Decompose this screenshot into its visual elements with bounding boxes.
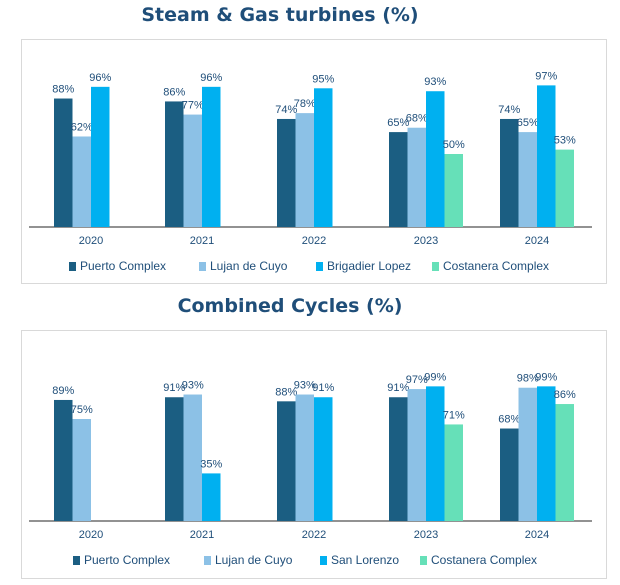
data-label-costanera-complex-2024: 53% — [554, 135, 576, 147]
x-tick-label-2021: 2021 — [190, 235, 214, 247]
x-tick-label-2024: 2024 — [525, 529, 549, 541]
data-label-puerto-complex-2023: 65% — [387, 117, 409, 129]
legend-swatch-costanera-complex — [432, 262, 439, 271]
bar-costanera-complex-2024 — [555, 149, 574, 227]
data-label-puerto-complex-2021: 86% — [163, 86, 185, 98]
legend-swatch-brigadier-lopez — [316, 262, 323, 271]
bar-lujan-de-cuyo-2020 — [72, 136, 91, 227]
data-label-puerto-complex-2020: 88% — [52, 84, 74, 96]
legend-label-puerto-complex: Puerto Complex — [80, 259, 166, 273]
data-label-puerto-complex-2021: 91% — [163, 382, 185, 394]
legend-label-costanera-complex: Costanera Complex — [443, 259, 549, 273]
bar-puerto-complex-2022 — [277, 401, 296, 521]
x-tick-label-2023: 2023 — [414, 235, 438, 247]
data-label-brigadier-lopez-2021: 96% — [200, 72, 222, 84]
legend-swatch-puerto-complex — [73, 556, 80, 565]
legend-label-brigadier-lopez: Brigadier Lopez — [327, 259, 411, 273]
data-label-san-lorenzo-2023: 99% — [424, 371, 446, 383]
data-label-san-lorenzo-2024: 99% — [535, 371, 557, 383]
x-tick-label-2022: 2022 — [302, 235, 326, 247]
data-label-lujan-de-cuyo-2021: 93% — [182, 380, 204, 392]
data-label-lujan-de-cuyo-2023: 68% — [406, 113, 428, 125]
bar-brigadier-lopez-2021 — [202, 86, 221, 227]
data-label-puerto-complex-2022: 88% — [275, 386, 297, 398]
data-label-costanera-complex-2023: 50% — [443, 139, 465, 151]
bar-puerto-complex-2022 — [277, 118, 296, 227]
x-tick-label-2021: 2021 — [190, 529, 214, 541]
legend-label-lujan-de-cuyo: Lujan de Cuyo — [215, 553, 293, 567]
bar-puerto-complex-2020 — [54, 399, 73, 521]
x-tick-label-2024: 2024 — [525, 235, 549, 247]
x-tick-label-2020: 2020 — [79, 529, 103, 541]
legend-swatch-costanera-complex — [420, 556, 427, 565]
legend-swatch-san-lorenzo — [320, 556, 327, 565]
bar-brigadier-lopez-2024 — [537, 85, 556, 227]
data-label-lujan-de-cuyo-2024: 98% — [517, 373, 539, 385]
x-tick-label-2022: 2022 — [302, 529, 326, 541]
bar-lujan-de-cuyo-2021 — [183, 114, 202, 227]
data-label-lujan-de-cuyo-2020: 75% — [71, 404, 93, 416]
bar-costanera-complex-2023 — [444, 154, 463, 227]
bar-brigadier-lopez-2022 — [314, 88, 333, 227]
bar-lujan-de-cuyo-2024 — [518, 387, 537, 521]
bar-san-lorenzo-2021 — [202, 473, 221, 521]
bar-brigadier-lopez-2023 — [426, 91, 445, 227]
bar-lujan-de-cuyo-2021 — [183, 394, 202, 521]
chart-panel-combined-cycles: 89% 75% 2020 91% 93% 35% 2021 88% 93% 91% 2022 91% 9… — [21, 330, 607, 579]
legend-swatch-puerto-complex — [69, 262, 76, 271]
legend-label-lujan-de-cuyo: Lujan de Cuyo — [210, 259, 288, 273]
bar-lujan-de-cuyo-2022 — [295, 113, 314, 227]
bar-costanera-complex-2023 — [444, 424, 463, 521]
bar-san-lorenzo-2022 — [314, 397, 333, 521]
data-label-lujan-de-cuyo-2022: 78% — [294, 98, 316, 110]
legend-label-puerto-complex: Puerto Complex — [84, 553, 170, 567]
data-label-brigadier-lopez-2024: 97% — [535, 70, 557, 82]
data-label-lujan-de-cuyo-2021: 77% — [182, 100, 204, 112]
data-label-lujan-de-cuyo-2024: 65% — [517, 117, 539, 129]
bar-puerto-complex-2023 — [389, 397, 408, 521]
bar-lujan-de-cuyo-2022 — [295, 394, 314, 521]
chart-title-combined-cycles: Combined Cycles (%) — [177, 295, 403, 317]
data-label-brigadier-lopez-2020: 96% — [89, 72, 111, 84]
data-label-lujan-de-cuyo-2022: 93% — [294, 380, 316, 392]
chart-panel-steam-gas: 88% 62% 96% 2020 86% 77% 96% 2021 74% 78% 95% 2022 6… — [21, 39, 607, 284]
bar-lujan-de-cuyo-2023 — [407, 389, 426, 521]
bar-lujan-de-cuyo-2023 — [407, 127, 426, 227]
bar-puerto-complex-2024 — [500, 428, 519, 521]
bar-puerto-complex-2020 — [54, 98, 73, 227]
data-label-puerto-complex-2024: 68% — [498, 414, 520, 426]
x-tick-label-2020: 2020 — [79, 235, 103, 247]
bar-san-lorenzo-2023 — [426, 386, 445, 521]
data-label-brigadier-lopez-2022: 95% — [312, 73, 334, 85]
bar-lujan-de-cuyo-2020 — [72, 419, 91, 521]
bar-lujan-de-cuyo-2024 — [518, 132, 537, 227]
data-label-puerto-complex-2020: 89% — [52, 385, 74, 397]
bar-puerto-complex-2024 — [500, 118, 519, 227]
bar-chart-combined-cycles: 89%75%202091%93%35%202188%93%91%202291%9… — [29, 371, 592, 567]
chart-title-steam-gas: Steam & Gas turbines (%) — [141, 4, 419, 26]
legend-swatch-lujan-de-cuyo — [204, 556, 211, 565]
data-label-lujan-de-cuyo-2023: 97% — [406, 374, 428, 386]
legend-swatch-lujan-de-cuyo — [199, 262, 206, 271]
data-label-san-lorenzo-2022: 91% — [312, 382, 334, 394]
data-label-puerto-complex-2023: 91% — [387, 382, 409, 394]
data-label-puerto-complex-2022: 74% — [275, 104, 297, 116]
data-label-costanera-complex-2023: 71% — [443, 409, 465, 421]
bar-puerto-complex-2023 — [389, 132, 408, 227]
data-label-lujan-de-cuyo-2020: 62% — [71, 121, 93, 133]
legend-label-costanera-complex: Costanera Complex — [431, 553, 537, 567]
bar-brigadier-lopez-2020 — [91, 86, 110, 227]
legend-label-san-lorenzo: San Lorenzo — [331, 553, 399, 567]
data-label-san-lorenzo-2021: 35% — [200, 458, 222, 470]
bar-chart-steam-gas: 88%62%96%202086%77%96%202174%78%95%20226… — [29, 70, 592, 273]
bar-puerto-complex-2021 — [165, 101, 184, 227]
data-label-costanera-complex-2024: 86% — [554, 389, 576, 401]
bar-costanera-complex-2024 — [555, 404, 574, 521]
data-label-brigadier-lopez-2023: 93% — [424, 76, 446, 88]
x-tick-label-2023: 2023 — [414, 529, 438, 541]
data-label-puerto-complex-2024: 74% — [498, 104, 520, 116]
bar-puerto-complex-2021 — [165, 397, 184, 521]
bar-san-lorenzo-2024 — [537, 386, 556, 521]
